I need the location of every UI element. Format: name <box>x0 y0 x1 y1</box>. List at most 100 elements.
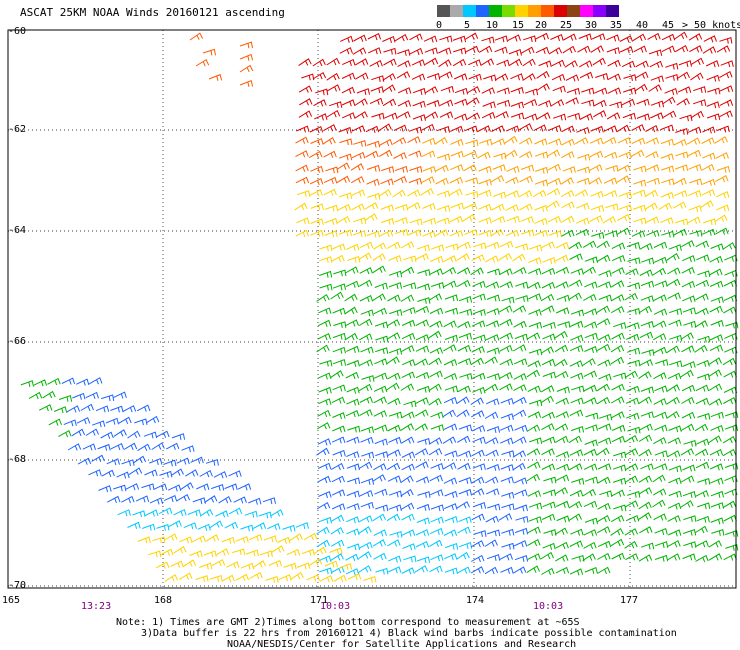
wind-barb <box>429 527 444 536</box>
wind-barb <box>675 128 689 135</box>
wind-barb <box>332 425 346 433</box>
wind-barb <box>58 395 73 402</box>
wind-barb <box>155 561 170 569</box>
wind-barb <box>310 229 324 237</box>
wind-barb <box>542 501 556 509</box>
wind-barb <box>137 443 151 452</box>
wind-barb <box>417 437 431 445</box>
wind-barb <box>331 475 345 483</box>
wind-barb <box>408 177 422 185</box>
wind-barb <box>626 385 640 393</box>
wind-barb <box>409 47 424 56</box>
wind-barb <box>359 333 373 341</box>
wind-barb <box>359 541 373 549</box>
wind-barb <box>695 397 710 405</box>
wind-barb <box>359 515 373 523</box>
wind-barb <box>542 371 556 379</box>
wind-barb <box>618 151 632 159</box>
wind-barb <box>645 150 659 159</box>
wind-barb <box>330 462 345 471</box>
wind-barb <box>645 216 660 224</box>
wind-barb <box>583 529 598 537</box>
wind-barb <box>617 213 631 222</box>
wind-barb <box>673 190 688 198</box>
wind-barb <box>318 398 332 406</box>
wind-barb <box>359 409 373 417</box>
wind-barb <box>471 410 485 418</box>
wind-barb <box>515 243 529 251</box>
wind-barb <box>673 177 687 186</box>
legend-label: 40 <box>636 20 649 31</box>
wind-barb <box>554 330 568 339</box>
wind-barb <box>366 230 380 238</box>
wind-barb <box>613 372 627 380</box>
wind-barb <box>499 240 514 248</box>
wind-barb <box>329 101 343 108</box>
wind-barb <box>512 566 527 574</box>
wind-barb <box>409 166 423 173</box>
wind-barb <box>456 501 470 509</box>
wind-barb <box>346 516 360 524</box>
wind-barb <box>611 305 625 314</box>
wind-barb <box>470 267 484 276</box>
wind-barb <box>431 281 445 289</box>
wind-barb <box>396 71 411 79</box>
wind-barb <box>702 178 716 186</box>
wind-barb <box>555 451 570 459</box>
wind-barb <box>547 163 561 172</box>
wind-barb <box>611 294 625 302</box>
wind-barb <box>681 345 695 353</box>
wind-barb <box>179 572 193 580</box>
wind-barb <box>346 398 360 406</box>
wind-barb <box>481 111 496 120</box>
wind-barb <box>339 192 353 200</box>
map-title: ASCAT 25KM NOAA Winds 20160121 ascending <box>20 6 285 19</box>
wind-barb <box>584 424 598 432</box>
wind-barb <box>541 267 556 276</box>
wind-barb <box>666 384 680 392</box>
wind-barb <box>592 57 606 66</box>
wind-barb <box>565 74 580 82</box>
wind-barb <box>221 574 235 583</box>
wind-barb <box>626 347 641 355</box>
wind-barb <box>673 138 687 147</box>
wind-barb <box>389 530 403 538</box>
wind-barb <box>345 280 360 288</box>
wind-barb <box>484 411 499 419</box>
wind-barb <box>458 516 472 524</box>
wind-barb <box>723 514 737 523</box>
wind-barb <box>400 294 415 302</box>
wind-barb <box>499 383 513 391</box>
wind-barb <box>519 175 533 183</box>
wind-barb <box>472 280 486 288</box>
legend-swatch <box>528 5 541 17</box>
wind-barb <box>583 397 597 405</box>
wind-barb <box>318 491 332 499</box>
wind-barb <box>415 334 430 342</box>
wind-barb <box>674 31 688 40</box>
wind-barb <box>324 204 339 212</box>
wind-barb <box>360 436 374 444</box>
wind-barb <box>603 125 618 133</box>
wind-barb <box>457 462 471 471</box>
wind-barb <box>369 59 383 68</box>
wind-barb <box>676 97 690 106</box>
wind-barb <box>645 137 659 145</box>
wind-barb <box>375 335 389 343</box>
wind-barb <box>332 412 346 420</box>
wind-barb <box>510 73 524 81</box>
wind-barb <box>85 428 100 436</box>
wind-barb <box>683 515 697 522</box>
wind-barb <box>296 562 311 570</box>
wind-barb <box>584 517 598 525</box>
wind-barb <box>499 318 513 327</box>
wind-barb <box>271 545 285 554</box>
wind-barb <box>723 370 737 378</box>
wind-barb <box>202 48 216 56</box>
wind-barb <box>326 109 341 118</box>
wind-barb <box>618 191 632 199</box>
wind-barb <box>296 217 310 225</box>
wind-barb <box>278 574 292 582</box>
wind-barb <box>486 464 500 471</box>
wind-barb <box>682 295 696 303</box>
